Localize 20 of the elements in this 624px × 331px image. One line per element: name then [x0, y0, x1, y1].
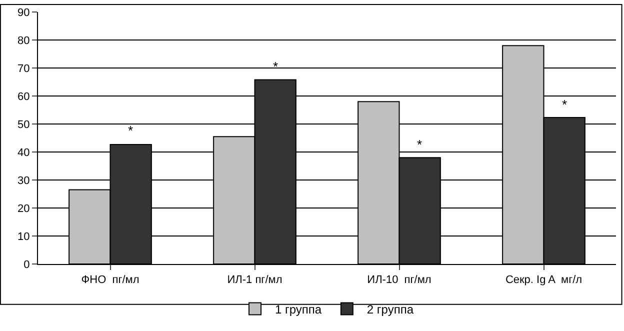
y-tick-label: 50	[18, 118, 30, 131]
y-tick-label: 0	[24, 258, 30, 271]
y-tick-label: 80	[18, 34, 30, 47]
legend-label: 2 группа	[366, 302, 414, 316]
y-tick-label: 60	[18, 90, 30, 103]
annotation: *	[562, 97, 568, 112]
y-tick-label: 70	[18, 62, 30, 75]
y-tick-label: 30	[18, 174, 30, 187]
y-tick-label: 10	[18, 230, 30, 243]
x-tick-label: Секр. Ig A мг/л	[505, 274, 582, 286]
annotation: *	[417, 137, 422, 152]
x-tick-label: ФНО пг/мл	[81, 274, 140, 286]
annotation: *	[128, 123, 134, 138]
x-tick-label: ИЛ-10 пг/мл	[367, 274, 432, 286]
y-tick-label: 40	[18, 146, 30, 159]
y-tick-label: 90	[18, 6, 30, 19]
x-tick-label: ИЛ-1 пг/мл	[227, 274, 282, 286]
legend-label: 1 группа	[275, 302, 322, 316]
y-tick-label: 20	[18, 202, 30, 215]
annotation: *	[273, 59, 278, 74]
